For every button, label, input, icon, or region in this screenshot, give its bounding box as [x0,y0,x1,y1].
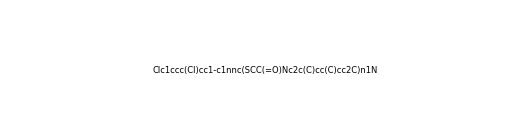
Text: Clc1ccc(Cl)cc1-c1nnc(SCC(=O)Nc2c(C)cc(C)cc2C)n1N: Clc1ccc(Cl)cc1-c1nnc(SCC(=O)Nc2c(C)cc(C)… [153,66,377,75]
